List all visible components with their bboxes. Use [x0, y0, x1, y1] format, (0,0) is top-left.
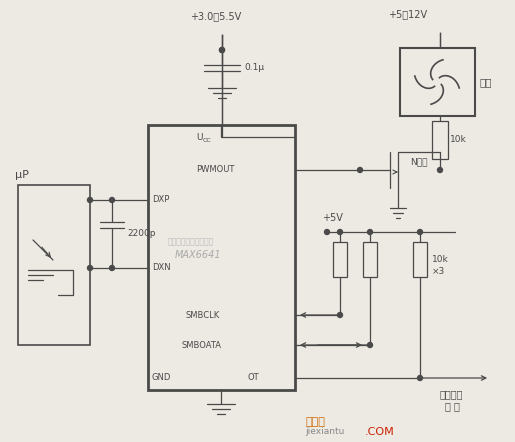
Circle shape [88, 198, 93, 202]
Circle shape [418, 229, 422, 235]
Circle shape [110, 198, 114, 202]
Text: SMBCLK: SMBCLK [185, 310, 219, 320]
Text: PWMOUT: PWMOUT [196, 165, 234, 175]
Text: SMBOATA: SMBOATA [182, 340, 222, 350]
Text: 外部中断: 外部中断 [440, 389, 464, 399]
Circle shape [368, 343, 372, 347]
Text: CC: CC [203, 137, 212, 142]
Text: MAX6641: MAX6641 [175, 250, 221, 260]
Text: 2200p: 2200p [127, 229, 156, 239]
Text: DXN: DXN [152, 263, 170, 273]
Circle shape [88, 266, 93, 271]
Text: U: U [196, 133, 202, 141]
Text: jiexiantu: jiexiantu [305, 427, 345, 437]
Circle shape [218, 26, 226, 34]
Bar [363, 242, 377, 277]
Circle shape [219, 47, 225, 53]
Text: 接线图: 接线图 [305, 417, 325, 427]
Circle shape [337, 229, 342, 235]
Bar [400, 48, 475, 116]
Bar [18, 185, 90, 345]
Text: +5V: +5V [322, 213, 343, 223]
Circle shape [438, 168, 442, 172]
Circle shape [337, 312, 342, 317]
Circle shape [219, 47, 225, 53]
Circle shape [412, 57, 462, 107]
Text: 风扇: 风扇 [479, 77, 491, 87]
Text: 0.1μ: 0.1μ [244, 64, 264, 72]
Text: 10k: 10k [432, 255, 449, 264]
Text: 杭州炬虑科技有限公司: 杭州炬虑科技有限公司 [168, 237, 214, 247]
Bar [413, 242, 427, 277]
Text: DXP: DXP [152, 195, 169, 205]
Text: OT: OT [248, 373, 260, 382]
Bar [148, 125, 295, 390]
Circle shape [368, 229, 372, 235]
Text: μP: μP [15, 170, 29, 180]
Text: 信 号: 信 号 [445, 401, 460, 411]
Bar [432, 121, 448, 159]
Circle shape [110, 266, 114, 271]
Text: ×3: ×3 [432, 267, 445, 277]
Bar [333, 242, 347, 277]
Text: N沟道: N沟道 [410, 157, 427, 167]
Text: GND: GND [152, 373, 171, 382]
Circle shape [433, 78, 441, 86]
Text: +3.0～5.5V: +3.0～5.5V [190, 11, 241, 21]
Circle shape [418, 376, 422, 381]
Circle shape [324, 229, 330, 235]
Text: .COM: .COM [365, 427, 395, 437]
Circle shape [436, 24, 444, 32]
Circle shape [357, 168, 363, 172]
Text: 10k: 10k [450, 136, 467, 145]
Text: +5～12V: +5～12V [388, 9, 427, 19]
Circle shape [323, 224, 331, 232]
